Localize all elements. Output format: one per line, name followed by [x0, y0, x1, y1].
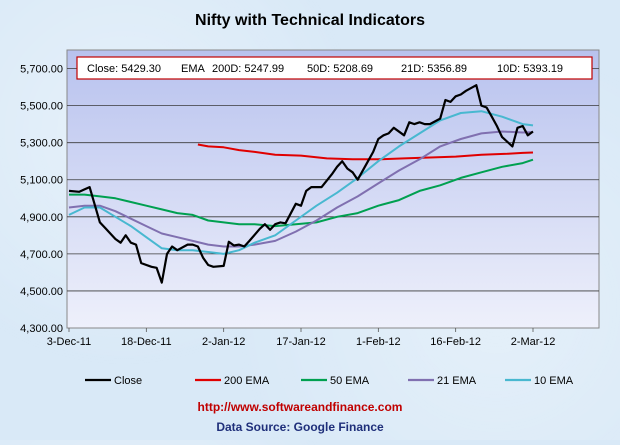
x-tick-label: 3-Dec-11: [47, 336, 91, 348]
x-tick-label: 16-Feb-12: [430, 336, 481, 348]
y-axis-ticks: 4,300.00 4,500.00 4,700.00 4,900.00 5,100.00…: [20, 64, 63, 335]
info-ema50: 50D: 5208.69: [307, 63, 373, 75]
info-ema200: 200D: 5247.99: [212, 63, 284, 75]
footer-source: Data Source: Google Finance: [216, 420, 384, 434]
info-box: Close: 5429.30 EMA 200D: 5247.99 50D: 52…: [76, 56, 593, 80]
info-ema10: 10D: 5393.19: [497, 63, 563, 75]
legend-label: 10 EMA: [534, 375, 574, 387]
x-tick-label: 17-Jan-12: [276, 336, 326, 348]
y-tick-label: 5,500.00: [20, 101, 63, 113]
series-line-200-ema: [197, 143, 534, 161]
legend-label: 21 EMA: [437, 375, 477, 387]
series-line-50-ema: [69, 158, 534, 228]
info-ema-label: EMA: [181, 63, 206, 75]
legend: Close 200 EMA 50 EMA 21 EMA 10 EMA: [85, 375, 574, 387]
x-axis-ticks: 3-Dec-11 18-Dec-11 2-Jan-12 17-Jan-12 1-Feb-…: [47, 328, 556, 348]
series-lines: [68, 84, 534, 284]
x-tick-label: 18-Dec-11: [121, 336, 172, 348]
legend-label: 50 EMA: [330, 375, 370, 387]
series-line-10-ema: [68, 110, 534, 255]
y-tick-label: 5,300.00: [20, 138, 63, 150]
chart-title: Nifty with Technical Indicators: [195, 12, 425, 29]
info-ema21: 21D: 5356.89: [401, 63, 467, 75]
y-tick-label: 4,700.00: [20, 249, 63, 261]
footer-url: http://www.softwareandfinance.com: [198, 400, 403, 414]
plot-area: [66, 49, 600, 329]
x-tick-label: 1-Feb-12: [356, 336, 401, 348]
series-line-21-ema: [68, 130, 534, 248]
y-tick-label: 4,300.00: [20, 323, 63, 335]
x-tick-label: 2-Jan-12: [202, 336, 245, 348]
series-line-close: [68, 84, 534, 284]
info-close: Close: 5429.30: [87, 63, 161, 75]
y-tick-label: 4,900.00: [20, 212, 63, 224]
y-tick-label: 5,700.00: [20, 64, 63, 76]
x-tick-label: 2-Mar-12: [511, 336, 556, 348]
y-tick-label: 5,100.00: [20, 175, 63, 187]
y-tick-label: 4,500.00: [20, 286, 63, 298]
legend-label: 200 EMA: [224, 375, 270, 387]
legend-label: Close: [114, 375, 142, 387]
